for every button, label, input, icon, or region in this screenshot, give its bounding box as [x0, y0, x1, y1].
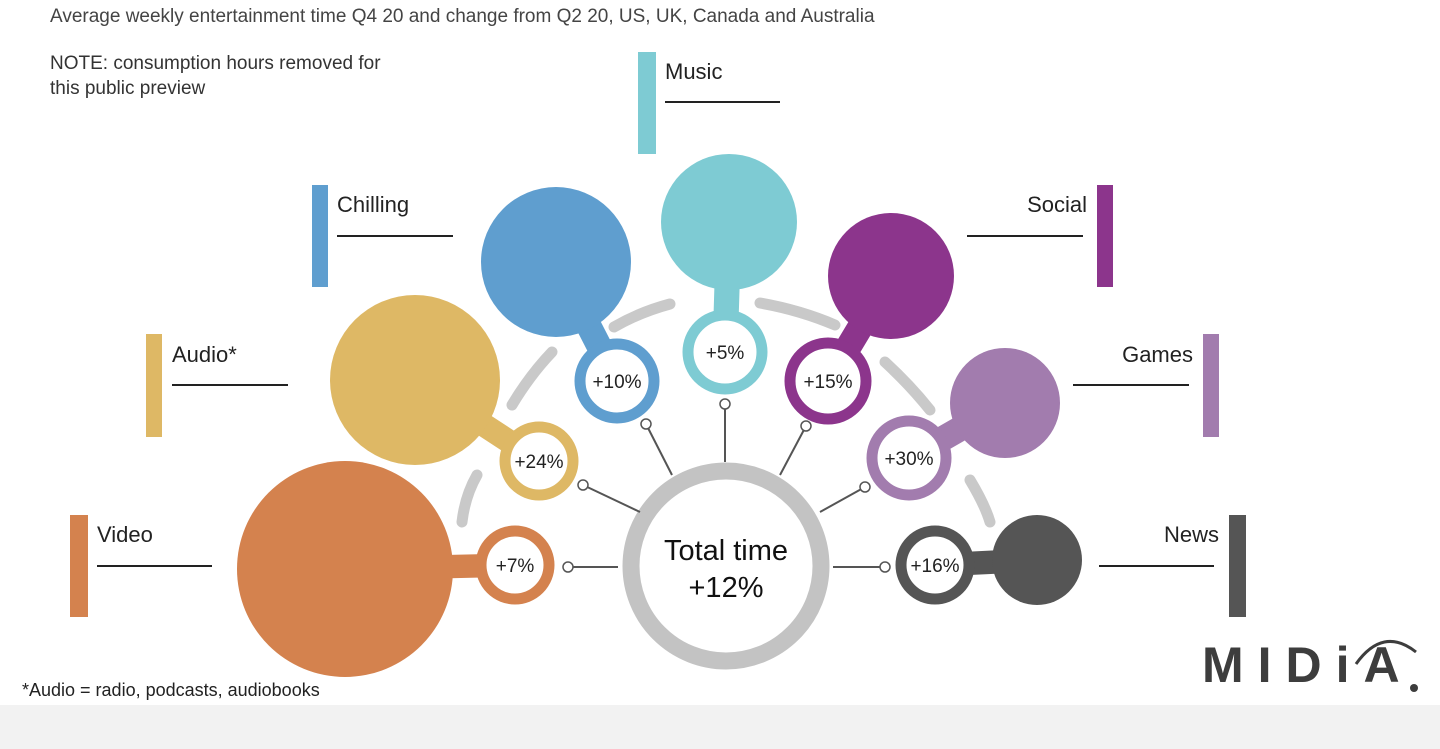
music-label-bar: [638, 52, 656, 154]
games-change-value: +30%: [884, 449, 933, 470]
chilling-joint: [640, 418, 652, 430]
audio-change-ring: [499, 421, 579, 501]
news-bubble: [992, 515, 1082, 605]
news-label-bar: [1229, 515, 1246, 617]
social-leader-line: [779, 425, 807, 476]
logo-arc: [1354, 640, 1418, 692]
arc-segment-4: [754, 297, 841, 331]
arc-segment-3: [608, 298, 676, 333]
midia-logo: MIDiA: [1198, 630, 1428, 700]
center-title: Total time: [664, 535, 788, 567]
social-label: Social: [1027, 192, 1087, 217]
audio-label: Audio*: [172, 342, 237, 367]
news-change-value: +16%: [910, 556, 959, 577]
chilling-change-ring: [574, 338, 660, 424]
music-bubble: [661, 154, 797, 290]
games-change-ring: [866, 415, 952, 501]
games-leader-line: [819, 486, 866, 513]
chilling-label: Chilling: [337, 192, 409, 217]
video-change-value: +7%: [496, 556, 535, 577]
audio-leader-line: [582, 484, 641, 513]
category-chilling: +10% Chilling: [312, 185, 673, 476]
music-change-ring: [682, 309, 768, 395]
chilling-label-bar: [312, 185, 328, 287]
category-games: +30% Games: [819, 334, 1219, 513]
center-ring: [622, 462, 830, 670]
diagram-canvas: Average weekly entertainment time Q4 20 …: [22, 6, 1428, 700]
music-change-value: +5%: [706, 343, 745, 364]
arc-segment-5: [879, 356, 936, 416]
games-joint: [859, 481, 871, 493]
preview-note: NOTE: consumption hours removed for this…: [50, 51, 470, 101]
category-audio: +24% Audio*: [146, 295, 641, 513]
video-joint: [562, 561, 574, 573]
games-bubble: [950, 348, 1060, 458]
audio-label-bar: [146, 334, 162, 437]
arc-segment-1: [456, 469, 483, 528]
note-line-1: NOTE: consumption hours removed for: [50, 53, 381, 74]
audio-footnote: *Audio = radio, podcasts, audiobooks: [22, 680, 320, 700]
chilling-change-value: +10%: [592, 372, 641, 393]
chilling-bubble: [481, 187, 631, 337]
music-joint: [719, 398, 731, 410]
news-joint: [879, 561, 891, 573]
entertainment-bubble-diagram: Total time +12% +7% Video +24% Audio* +10% Chil…: [70, 52, 1246, 677]
video-label-bar: [70, 515, 88, 617]
video-bubble: [237, 461, 453, 677]
social-label-bar: [1097, 185, 1113, 287]
audio-change-value: +24%: [514, 452, 563, 473]
news-label: News: [1164, 522, 1219, 547]
chilling-leader-line: [645, 423, 673, 476]
center-total-node: Total time +12%: [622, 462, 830, 670]
center-value: +12%: [689, 572, 764, 604]
category-music: +5% Music: [638, 52, 797, 462]
music-label: Music: [665, 59, 722, 84]
social-change-ring: [784, 337, 872, 425]
social-change-value: +15%: [803, 372, 852, 393]
social-bubble: [828, 213, 954, 339]
arc-segment-6: [964, 474, 996, 528]
logo-wordmark: MIDiA: [1202, 637, 1414, 693]
category-video: +7% Video: [70, 461, 618, 677]
note-line-2: this public preview: [50, 78, 206, 99]
audio-bubble: [330, 295, 500, 465]
video-change-ring: [475, 525, 555, 605]
news-change-ring: [895, 525, 975, 605]
games-label-bar: [1203, 334, 1219, 437]
chart-title: Average weekly entertainment time Q4 20 …: [50, 6, 875, 27]
audio-joint: [577, 479, 589, 491]
arc-segment-2: [506, 346, 558, 411]
category-social: +15% Social: [779, 185, 1113, 476]
video-label: Video: [97, 522, 153, 547]
footer-band: [0, 705, 1440, 749]
social-joint: [800, 420, 812, 432]
category-news: +16% News: [833, 515, 1246, 617]
games-label: Games: [1122, 342, 1193, 367]
